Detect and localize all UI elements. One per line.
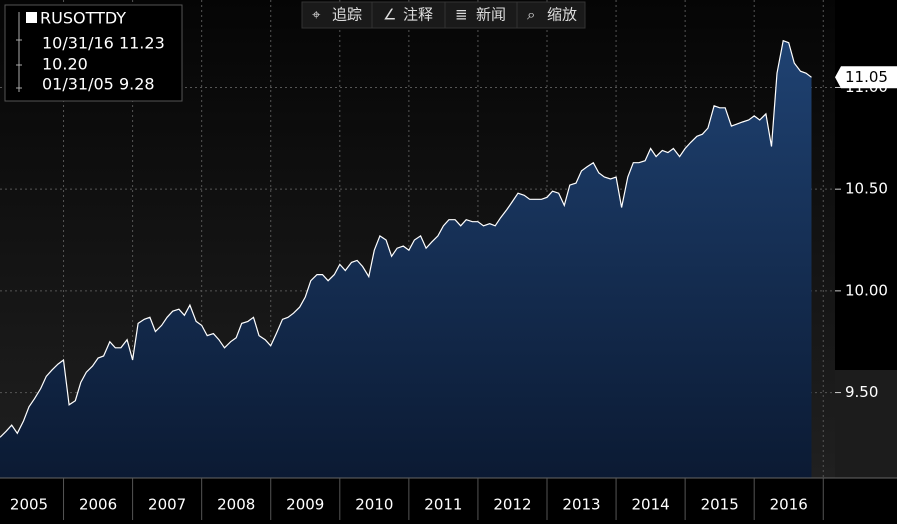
toolbar-button[interactable] <box>444 1 518 29</box>
legend-name: RUSOTTDY <box>40 9 126 28</box>
x-tick-label: 2008 <box>217 496 255 514</box>
toolbar-label[interactable]: 缩放 <box>547 6 577 24</box>
x-tick-label: 2007 <box>148 496 186 514</box>
x-tick-label: 2016 <box>770 496 808 514</box>
toolbar-icon: ⌕ <box>527 6 535 24</box>
toolbar-icon: ∠ <box>383 6 396 24</box>
last-value-box <box>835 66 897 89</box>
x-tick-label: 2013 <box>562 496 600 514</box>
x-tick-label: 2011 <box>424 496 462 514</box>
toolbar-label[interactable]: 新闻 <box>476 6 506 24</box>
x-axis-bg <box>0 478 897 520</box>
x-tick-label: 2006 <box>79 496 117 514</box>
legend-glyphs <box>16 12 22 92</box>
toolbar-icon: ≣ <box>455 6 468 24</box>
y-tick-label: 10.50 <box>845 180 888 198</box>
toolbar-icon: ⌖ <box>312 6 321 24</box>
x-tick-label: 2010 <box>355 496 393 514</box>
legend-average: 10.20 <box>42 55 88 74</box>
toolbar-label[interactable]: 追踪 <box>332 6 362 24</box>
legend-box <box>4 4 183 102</box>
x-tick-label: 2015 <box>701 496 739 514</box>
area <box>0 40 812 478</box>
x-tick-label: 2012 <box>493 496 531 514</box>
legend-high: 10/31/16 11.23 <box>42 34 165 53</box>
toolbar-label[interactable]: 注释 <box>403 6 433 24</box>
toolbar: 追踪 注释 新闻 缩放 ⌖ ∠ ≣ ⌕ <box>301 1 586 29</box>
y-tick-label: 9.50 <box>845 383 878 401</box>
x-tick-label: 2005 <box>10 496 48 514</box>
x-tick-label: 2009 <box>286 496 324 514</box>
y-tick-label: 10.00 <box>845 281 888 299</box>
line <box>0 39 812 438</box>
last-value-label: 11.05 <box>845 68 888 86</box>
legend-low: 01/31/05 9.28 <box>42 75 155 94</box>
axis-bg <box>835 370 897 478</box>
x-tick-label: 2014 <box>632 496 670 514</box>
legend-swatch <box>26 12 37 23</box>
